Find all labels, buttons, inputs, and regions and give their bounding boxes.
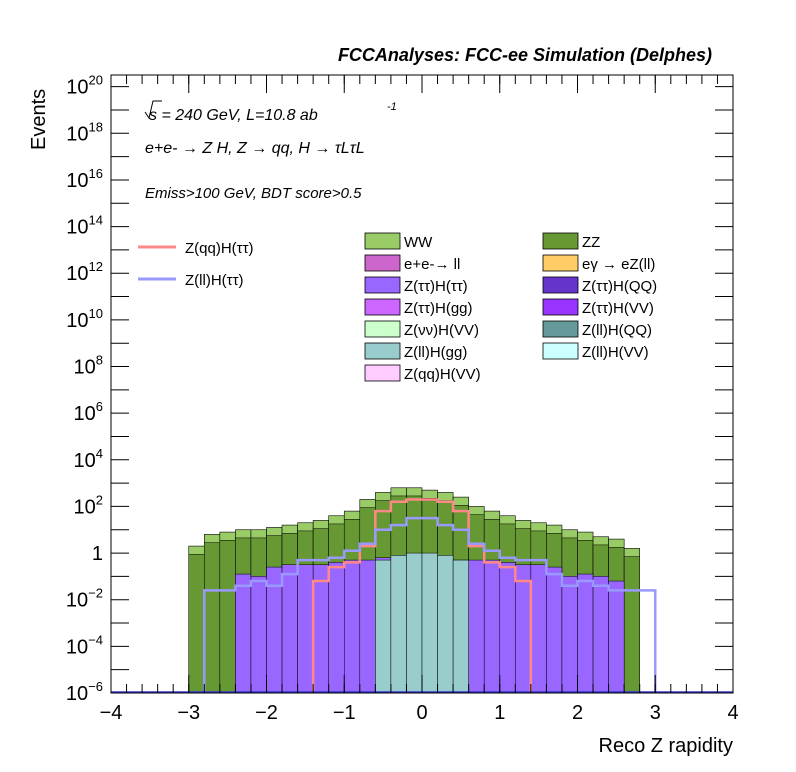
bar-z-h-	[312, 564, 329, 694]
bar-z-h-	[359, 559, 376, 694]
legend-swatch	[542, 320, 579, 338]
y-tick-label: 1020	[66, 73, 103, 99]
legend-label: Z(ττ)H(ττ)	[404, 278, 468, 295]
signal-line-1	[203, 516, 657, 693]
energy-superscript: -1	[387, 101, 397, 113]
legend-label: Z(qq)H(VV)	[404, 366, 481, 383]
legend-swatch	[364, 320, 401, 338]
legend-swatch	[364, 232, 401, 250]
legend-swatch	[364, 276, 401, 294]
legend-label: Z(ll)H(VV)	[582, 344, 649, 361]
bar-z-ll-h-gg-	[406, 552, 423, 694]
x-tick-label: 0	[416, 702, 427, 724]
annotation-process: e+e- → Z H, Z → qq, H → τLτL	[145, 140, 365, 157]
legend-label: Z(ll)H(gg)	[404, 344, 467, 361]
bar-z-h-	[468, 559, 485, 694]
x-tick-label: 2	[572, 702, 583, 724]
legend-swatch	[542, 342, 579, 360]
bar-z-h-	[546, 566, 563, 694]
x-axis-label: Reco Z rapidity	[599, 735, 734, 757]
legend-swatch	[364, 254, 401, 272]
bar-z-h-	[297, 564, 314, 694]
y-tick-label: 1018	[66, 119, 103, 145]
y-tick-label: 106	[74, 399, 103, 425]
energy-text: s = 240 GeV, L=10.8 ab	[149, 107, 318, 124]
bar-z-h-	[281, 564, 298, 694]
bar-z-h-	[483, 559, 501, 694]
chart-title: FCCAnalyses: FCC-ee Simulation (Delphes)	[338, 45, 712, 65]
signal-line-0	[311, 498, 533, 693]
legend-label: Z(ττ)H(QQ)	[582, 278, 657, 295]
y-tick-label: 1016	[66, 166, 103, 192]
legend-label: Z(νν)H(VV)	[404, 322, 479, 339]
y-axis-label: Events	[28, 89, 50, 150]
bar-z-ll-h-gg-	[421, 552, 438, 694]
bar-z-ll-h-gg-	[375, 559, 392, 694]
y-tick-label: 10−2	[66, 586, 103, 612]
x-tick-label: 4	[727, 702, 738, 724]
y-tick-label: 1010	[66, 306, 103, 332]
x-tick-label: −3	[177, 702, 200, 724]
legend-label: Z(ττ)H(gg)	[404, 300, 473, 317]
legend-swatch	[364, 342, 401, 360]
legend-label: ZZ	[582, 234, 600, 251]
sqrt-symbol	[144, 100, 162, 120]
legend-swatch	[542, 276, 579, 294]
bar-z-h-	[530, 564, 547, 694]
bar-z-ll-h-gg-	[390, 555, 407, 694]
y-tick-label: 10−6	[66, 679, 103, 705]
legend-label: Z(ττ)H(VV)	[582, 300, 654, 317]
legend-swatch	[364, 364, 401, 382]
bar-z-h-	[328, 562, 345, 694]
legend-swatch	[542, 232, 579, 250]
bar-z-ll-h-gg-	[437, 555, 454, 694]
bar-z-h-	[577, 573, 594, 694]
bar-zz	[188, 553, 205, 694]
annotation-selection: Emiss>100 GeV, BDT score>0.5	[145, 185, 362, 202]
bar-z-h-	[250, 576, 267, 694]
bar-z-h-	[344, 559, 361, 694]
legend-swatch	[364, 298, 401, 316]
x-tick-label: 3	[650, 702, 661, 724]
legend-label: e+e-→ ll	[404, 256, 460, 273]
x-tick-label: −2	[255, 702, 278, 724]
legend-label: WW	[404, 234, 433, 251]
y-tick-label: 108	[74, 353, 103, 379]
legend: Z(qq)H(ττ) Z(ll)H(ττ) WW e+e-→ ll Z(ττ)H(ττ)…	[138, 232, 657, 383]
y-tick-label: 104	[74, 446, 103, 472]
bar-z-h-	[592, 576, 609, 694]
legend-label: Z(ll)H(ττ)	[185, 272, 244, 289]
x-tick-label: −4	[100, 702, 123, 724]
legend-swatch	[542, 254, 579, 272]
axes: −4 −3 −2 −1 0 1 2 3 4 10−6 10−4 10−2 1 102 104 106 108 10…	[66, 73, 739, 724]
bar-z-h-	[608, 580, 625, 694]
y-tick-label: 1014	[66, 213, 103, 239]
y-tick-label: 102	[74, 492, 103, 518]
legend-label: eγ → eZ(ll)	[582, 256, 655, 273]
bar-zz	[623, 556, 640, 694]
bar-z-h-	[561, 576, 578, 694]
legend-swatch	[542, 298, 579, 316]
x-tick-label: −1	[333, 702, 356, 724]
legend-label: Z(qq)H(ττ)	[185, 240, 254, 257]
bar-zz	[204, 542, 221, 694]
bar-z-h-	[499, 562, 516, 694]
bar-z-h-	[235, 573, 252, 694]
annotation-energy: s = 240 GeV, L=10.8 ab -1	[144, 100, 397, 124]
y-tick-label: 1	[92, 543, 103, 565]
bar-zz	[219, 539, 236, 694]
legend-label: Z(ll)H(QQ)	[582, 322, 652, 339]
y-tick-label: 1012	[66, 259, 103, 285]
x-tick-label: 1	[494, 702, 505, 724]
bar-z-h-	[515, 564, 532, 694]
y-tick-label: 10−4	[66, 632, 103, 658]
bar-z-ll-h-gg-	[452, 559, 469, 694]
